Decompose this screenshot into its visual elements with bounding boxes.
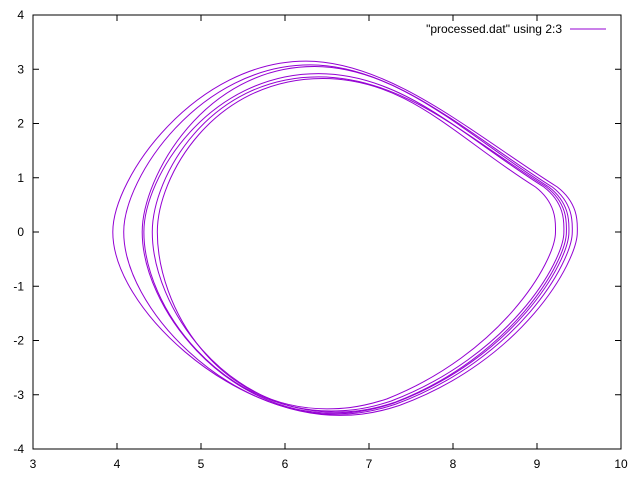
legend-label: "processed.dat" using 2:3 xyxy=(426,22,562,36)
y-tick-label: 3 xyxy=(17,62,24,76)
x-tick-label: 9 xyxy=(534,457,541,471)
series-trajectory xyxy=(112,60,578,416)
y-axis: -4 -3 -2 -1 0 1 2 3 4 xyxy=(13,8,621,456)
x-tick-label: 7 xyxy=(366,457,373,471)
y-tick-label: 4 xyxy=(17,8,24,22)
y-tick-label: 0 xyxy=(17,225,24,239)
trajectory-loop xyxy=(151,76,567,413)
y-tick-label: -4 xyxy=(13,442,24,456)
trajectory-loop xyxy=(112,60,578,416)
x-axis: 3 4 5 6 7 8 9 10 xyxy=(30,15,628,471)
x-tick-label: 4 xyxy=(114,457,121,471)
x-tick-label: 3 xyxy=(30,457,37,471)
y-tick-label: 1 xyxy=(17,171,24,185)
x-tick-label: 8 xyxy=(450,457,457,471)
x-tick-label: 10 xyxy=(614,457,628,471)
trajectory-loop xyxy=(143,73,565,412)
plot-frame xyxy=(32,14,622,450)
y-tick-label: -1 xyxy=(13,279,24,293)
x-tick-label: 5 xyxy=(198,457,205,471)
y-tick-label: -2 xyxy=(13,334,24,348)
trajectory-loop xyxy=(141,66,570,414)
legend: "processed.dat" using 2:3 xyxy=(426,22,606,36)
y-tick-label: -3 xyxy=(13,388,24,402)
trajectory-loop xyxy=(123,64,573,415)
y-tick-label: 2 xyxy=(17,117,24,131)
x-tick-label: 6 xyxy=(282,457,289,471)
trajectory-loop xyxy=(156,77,557,410)
